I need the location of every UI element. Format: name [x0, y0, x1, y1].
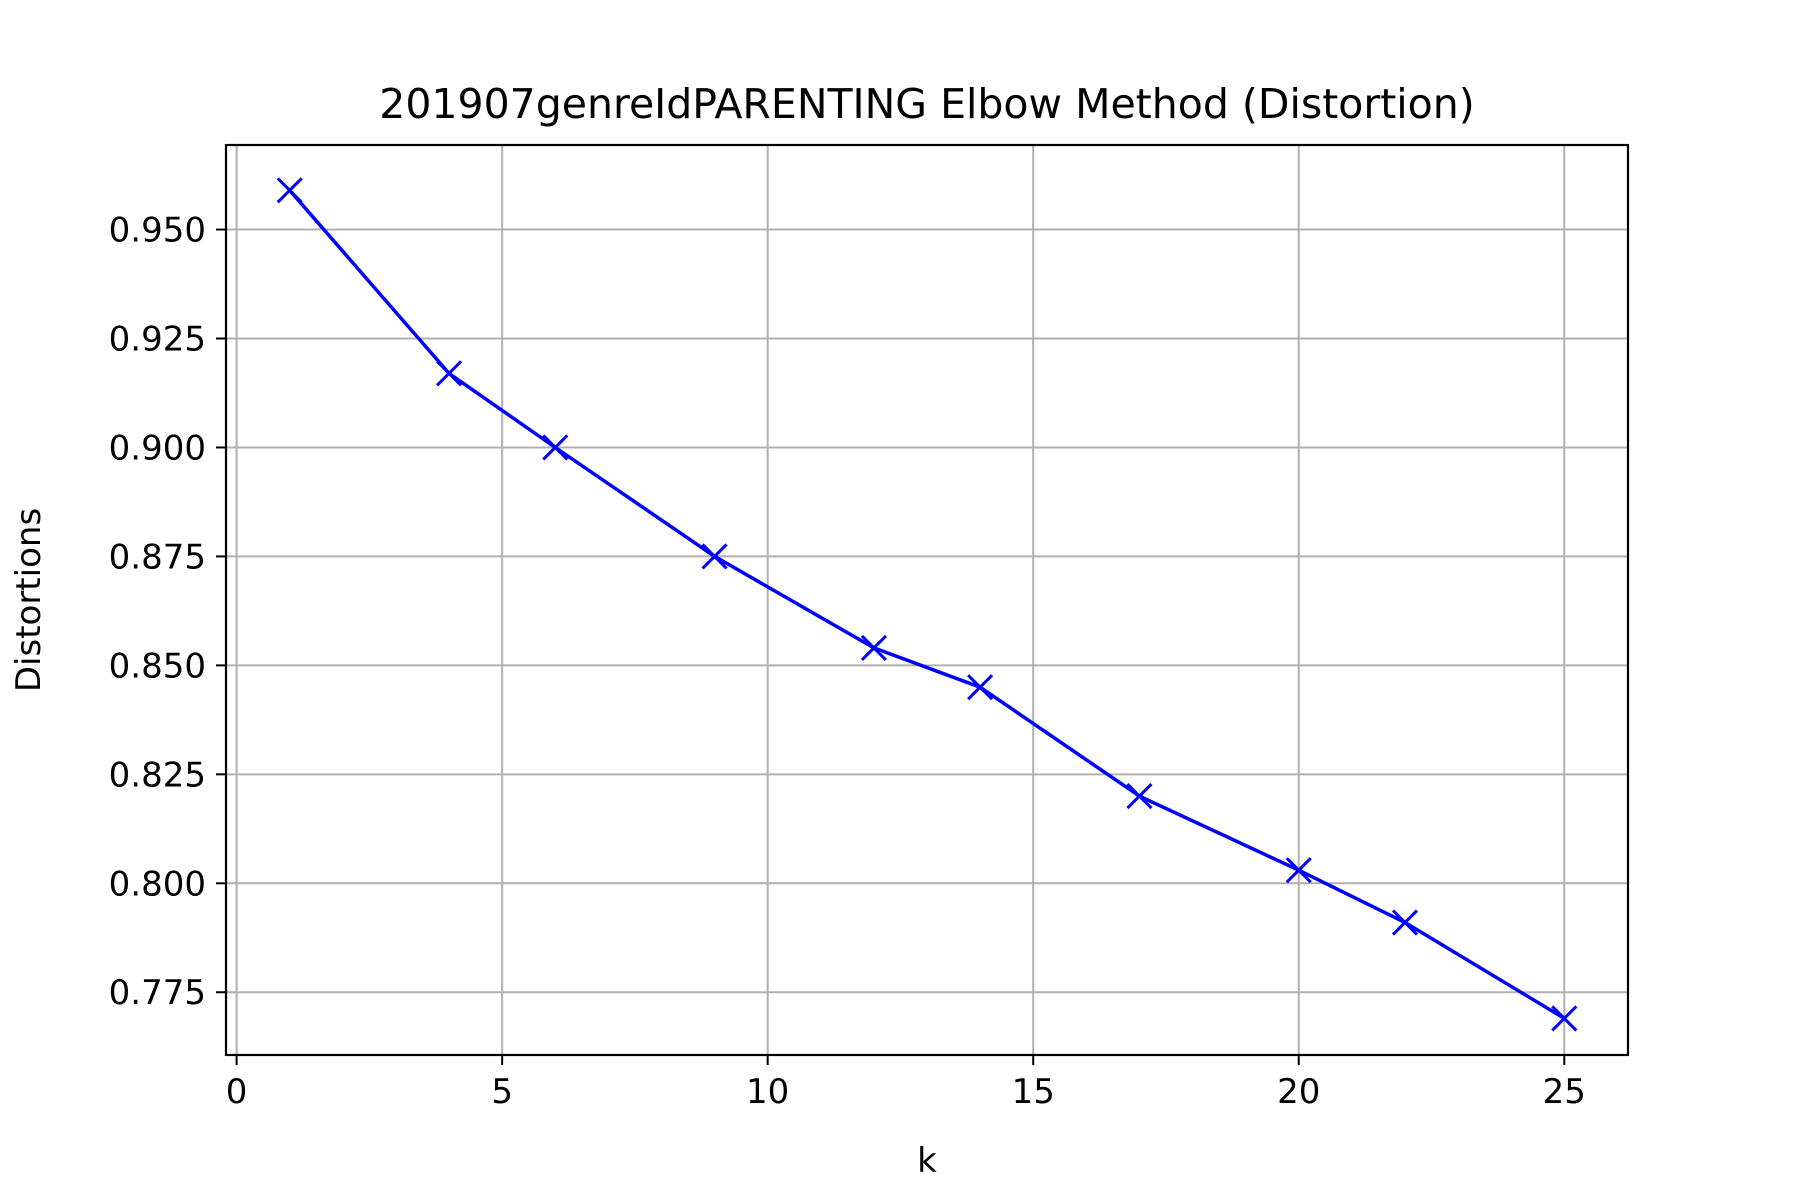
data-point-marker [967, 674, 994, 701]
marker-stroke [1285, 857, 1312, 884]
plot-frame [224, 143, 1630, 1057]
data-point-marker [1391, 909, 1419, 936]
x-tick-label: 5 [491, 1072, 513, 1112]
marker-stroke [860, 634, 887, 662]
marker-stroke [1551, 1005, 1578, 1032]
y-tick-label: 0.800 [109, 864, 206, 904]
y-tick-label: 0.950 [109, 211, 206, 251]
data-point-marker [276, 177, 303, 204]
data-point-marker [1285, 857, 1312, 884]
chart-title: 201907genreIdPARENTING Elbow Method (Dis… [379, 80, 1475, 128]
y-tick-label: 0.825 [109, 755, 206, 795]
y-tick-label: 0.900 [109, 428, 206, 468]
data-point-marker [542, 434, 569, 461]
data-point-marker [701, 543, 728, 570]
marker-stroke [967, 674, 994, 701]
data-point-marker [1126, 783, 1153, 810]
series-line [288, 189, 1566, 1020]
ticks: 0 5 10 15 20 25 0.775 0.800 0.825 0.850 0.875 0.900… [109, 211, 1586, 1112]
y-tick-label: 0.850 [109, 646, 206, 686]
marker-stroke [1391, 909, 1419, 936]
x-tick-label: 10 [746, 1072, 789, 1112]
x-tick-label: 15 [1012, 1072, 1055, 1112]
data-point-marker [860, 634, 887, 662]
marker-stroke [435, 360, 463, 387]
marker-stroke [542, 434, 569, 461]
x-tick-label: 25 [1543, 1072, 1586, 1112]
x-axis-label: k [917, 1141, 937, 1181]
data-point-marker [1551, 1005, 1578, 1032]
x-tick-label: 20 [1277, 1072, 1320, 1112]
y-axis-label: Distortions [9, 508, 49, 692]
y-tick-label: 0.875 [109, 537, 206, 577]
y-tick-label: 0.925 [109, 320, 206, 360]
marker-stroke [276, 177, 303, 204]
grid [226, 145, 1628, 1055]
y-tick-label: 0.775 [109, 973, 206, 1013]
marker-stroke [1126, 783, 1153, 810]
series-layer [276, 177, 1578, 1032]
data-point-marker [435, 360, 463, 387]
x-tick-label: 0 [226, 1072, 248, 1112]
marker-stroke [701, 543, 728, 570]
